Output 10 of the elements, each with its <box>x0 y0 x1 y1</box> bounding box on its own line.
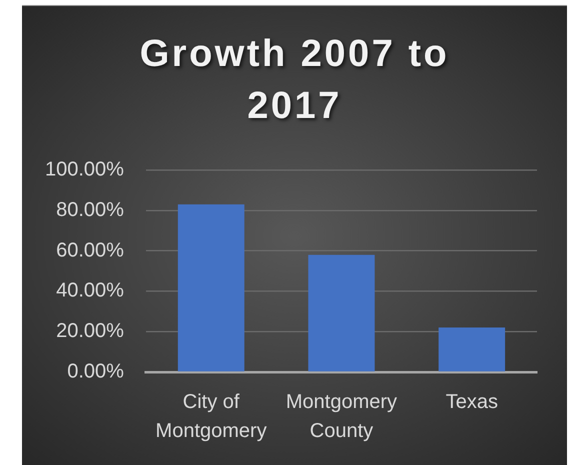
y-tick-label: 0.00% <box>67 360 124 383</box>
x-tick-label: Texas <box>446 391 498 414</box>
x-tick-label: Montgomery County <box>286 391 398 442</box>
x-tick-label: City of Montgomery <box>156 391 267 442</box>
chart-title: Growth 2007 to 2017 <box>138 32 450 129</box>
y-tick-label: 80.00% <box>56 198 124 221</box>
y-tick-label: 100.00% <box>44 158 124 181</box>
y-tick-label: 60.00% <box>56 239 124 262</box>
y-tick-label: 40.00% <box>56 280 124 302</box>
y-tick-label: 20.00% <box>56 320 124 342</box>
